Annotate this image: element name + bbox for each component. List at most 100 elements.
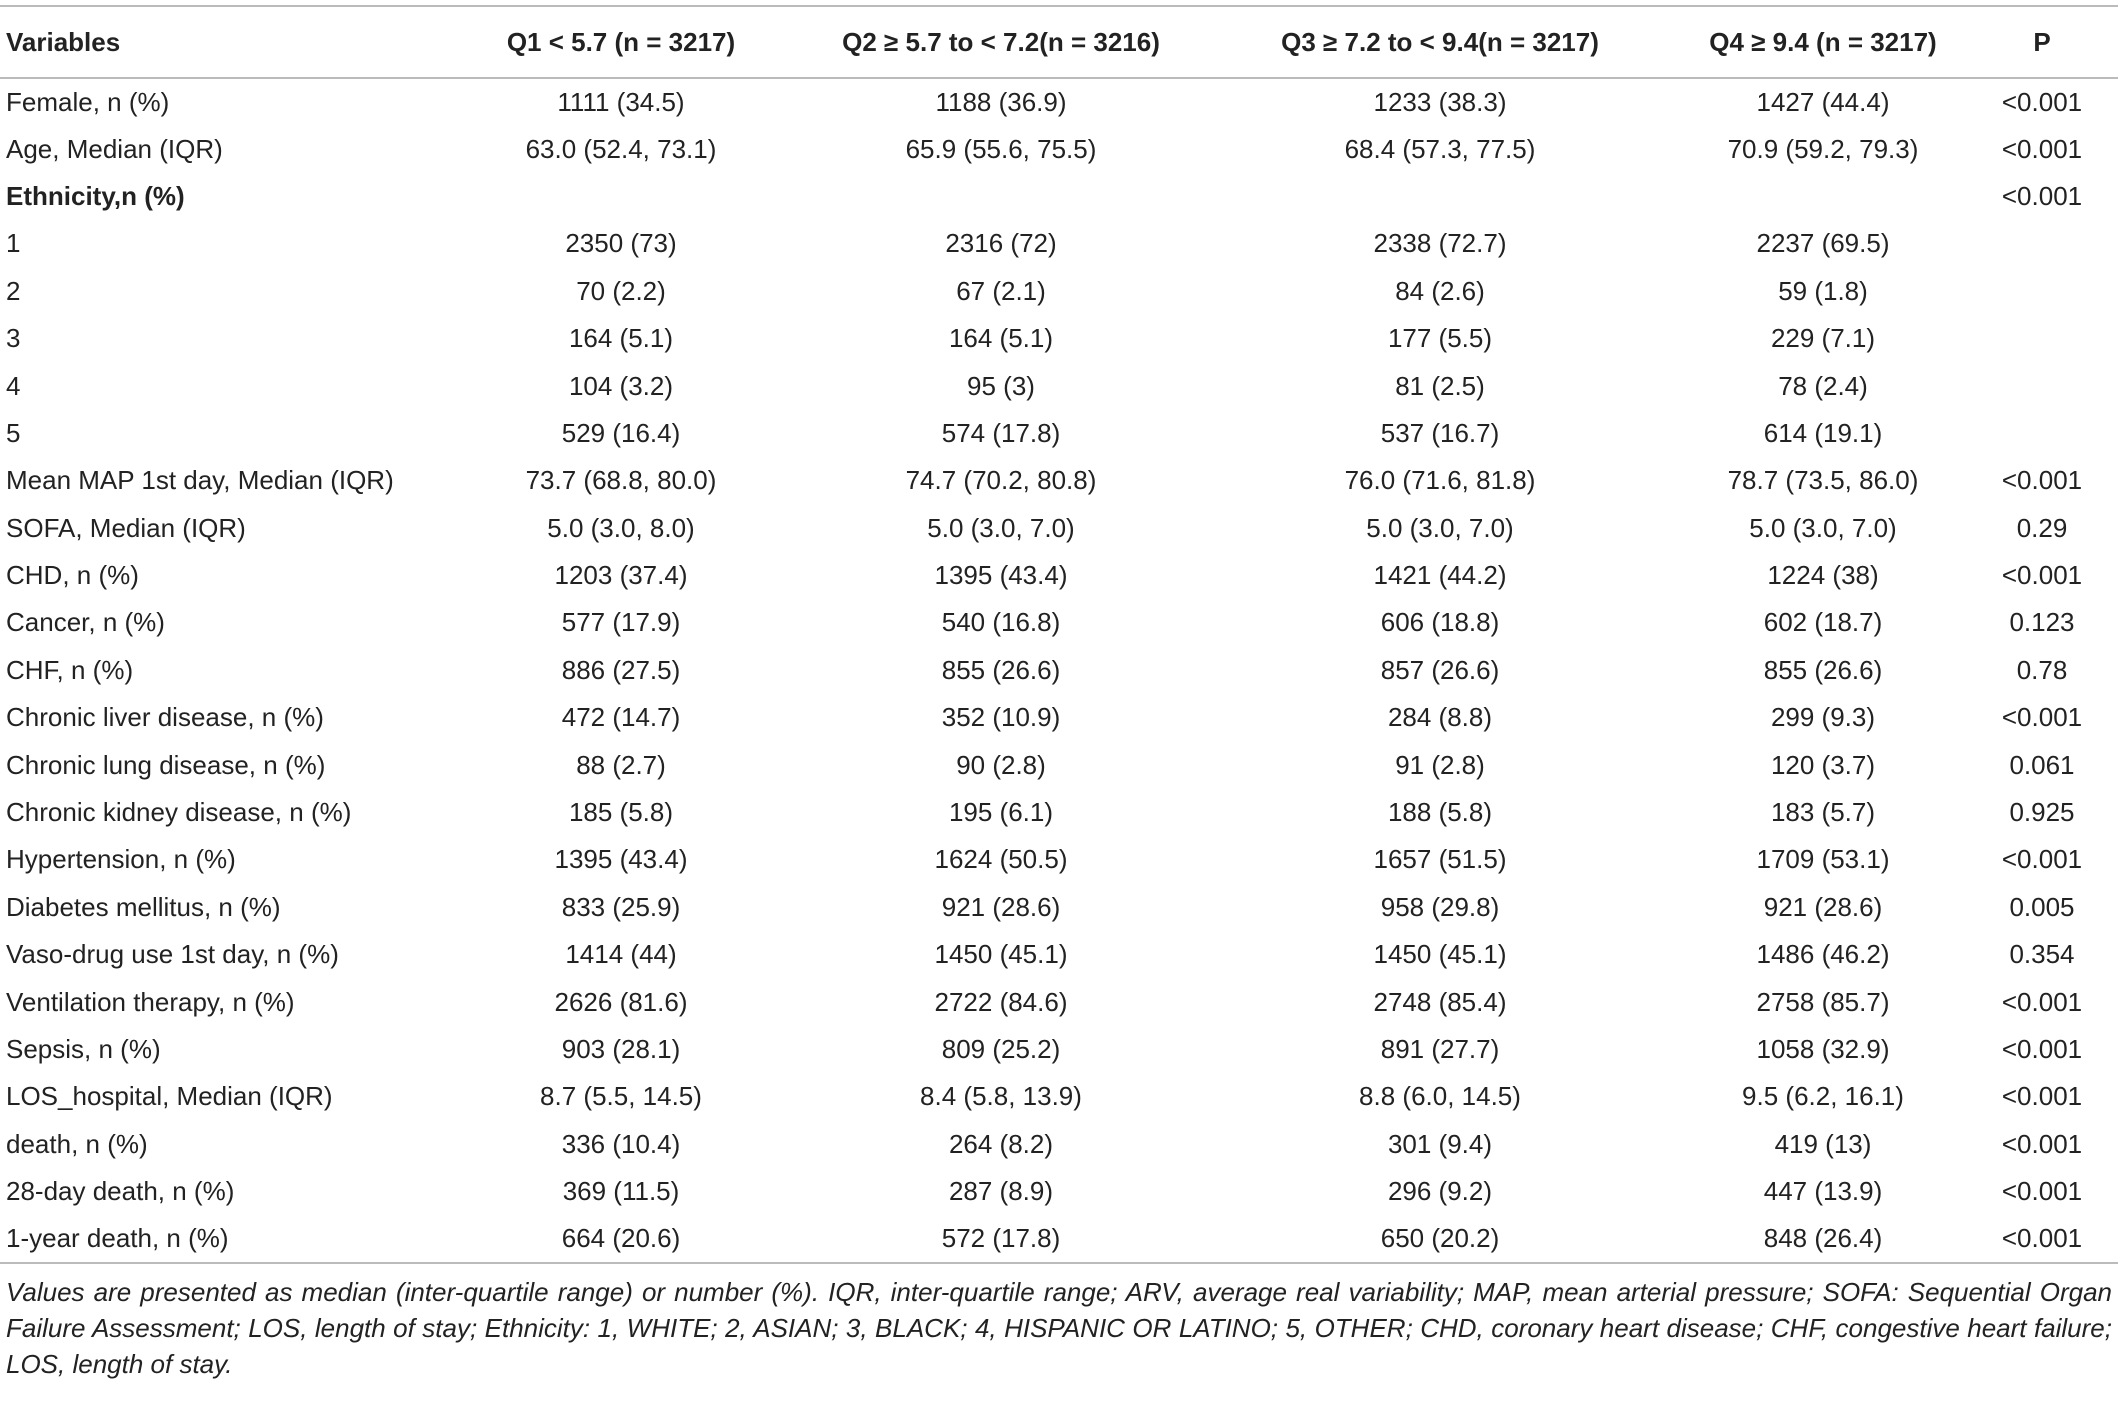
table-cell: 264 (8.2) — [948, 1128, 1054, 1159]
row-label: Sepsis, n (%) — [6, 1034, 161, 1064]
table-cell: 59 (1.8) — [1778, 275, 1868, 306]
row-label: CHD, n (%) — [6, 560, 139, 591]
table-row: 1 2350 (73) 2316 (72) 2338 (72.7) 2237 (69.5… — [0, 220, 2118, 267]
table-cell: <0.001 — [2001, 986, 2083, 1017]
table-cell: 74.7 (70.2, 80.8) — [905, 465, 1097, 496]
table-cell: 78 (2.4) — [1778, 370, 1868, 401]
table-cell: 572 (17.8) — [941, 1223, 1061, 1254]
table-cell: 1421 (44.2) — [1373, 560, 1507, 591]
row-label: Diabetes mellitus, n (%) — [6, 891, 281, 922]
table-cell: 0.925 — [2009, 797, 2075, 828]
table-cell: <0.001 — [2001, 86, 2083, 117]
table-cell — [802, 173, 1200, 220]
table-cell: 70.9 (59.2, 79.3) — [1727, 133, 1919, 164]
table-cell: 577 (17.9) — [561, 607, 681, 638]
table-row: LOS_hospital, Median (IQR) 8.7 (5.5, 14.5… — [0, 1073, 2118, 1120]
table-cell: 1450 (45.1) — [934, 939, 1068, 970]
table-cell: 1395 (43.4) — [934, 560, 1068, 591]
table-row: 3 164 (5.1) 164 (5.1) 177 (5.5) 229 (7.1) — [0, 315, 2118, 362]
table-row: CHF, n (%) 886 (27.5) 855 (26.6) 857 (26.6)… — [0, 647, 2118, 694]
table-cell: 809 (25.2) — [941, 1034, 1061, 1064]
table-cell: 0.78 — [2016, 654, 2068, 685]
table-cell: 177 (5.5) — [1387, 323, 1493, 354]
row-label: death, n (%) — [6, 1128, 148, 1159]
table-cell: 88 (2.7) — [576, 749, 666, 780]
row-label: 3 — [6, 323, 21, 354]
table-row: 4 104 (3.2) 95 (3) 81 (2.5) 78 (2.4) — [0, 362, 2118, 409]
table-cell: 419 (13) — [1774, 1128, 1872, 1159]
table-cell: 5.0 (3.0, 7.0) — [1366, 512, 1514, 543]
table-row: Vaso-drug use 1st day, n (%) 1414 (44) 145… — [0, 931, 2118, 978]
table-cell: 0.061 — [2009, 749, 2075, 780]
table-cell: 472 (14.7) — [561, 702, 681, 733]
table-cell: 78.7 (73.5, 86.0) — [1727, 465, 1919, 496]
table-cell: 183 (5.7) — [1770, 797, 1876, 828]
header-cell: Q4 ≥ 9.4 (n = 3217) — [1709, 26, 1937, 57]
table-cell: 650 (20.2) — [1380, 1223, 1500, 1254]
table-cell: 0.123 — [2009, 607, 2075, 638]
table-cell — [1966, 220, 2118, 267]
table-cell: 299 (9.3) — [1770, 702, 1876, 733]
table-cell: 1427 (44.4) — [1756, 86, 1890, 117]
table-cell: 1395 (43.4) — [554, 844, 688, 875]
table-cell — [1966, 410, 2118, 457]
row-label: 1 — [6, 228, 21, 259]
table-row: Chronic kidney disease, n (%) 185 (5.8) 19… — [0, 789, 2118, 836]
table-cell: <0.001 — [2001, 560, 2083, 591]
table-cell: 2626 (81.6) — [554, 986, 688, 1017]
table-body: Female, n (%) 1111 (34.5) 1188 (36.9) 1233 … — [0, 78, 2118, 1263]
table-row: CHD, n (%) 1203 (37.4) 1395 (43.4) 1421 (44… — [0, 552, 2118, 599]
table-cell — [1966, 268, 2118, 315]
header-cell: Q2 ≥ 5.7 to < 7.2(n = 3216) — [842, 26, 1160, 57]
table-cell: 602 (18.7) — [1763, 607, 1883, 638]
table-cell: 537 (16.7) — [1380, 417, 1500, 448]
table-cell: <0.001 — [2001, 1176, 2083, 1207]
table-cell: 2748 (85.4) — [1373, 986, 1507, 1017]
row-label: CHF, n (%) — [6, 654, 134, 685]
table-cell: 958 (29.8) — [1380, 891, 1500, 922]
table-cell: 2722 (84.6) — [934, 986, 1068, 1017]
row-label: Chronic liver disease, n (%) — [6, 702, 324, 733]
table-cell: 903 (28.1) — [561, 1034, 681, 1064]
row-label: 1-year death, n (%) — [6, 1223, 229, 1254]
table-cell: 1111 (34.5) — [557, 86, 685, 117]
table-cell: <0.001 — [2001, 702, 2083, 733]
header-cell: P — [2033, 26, 2051, 57]
table-row: Female, n (%) 1111 (34.5) 1188 (36.9) 1233 … — [0, 78, 2118, 125]
table-cell: 284 (8.8) — [1387, 702, 1493, 733]
row-label: Cancer, n (%) — [6, 607, 165, 638]
table-row: 5 529 (16.4) 574 (17.8) 537 (16.7) 614 (19.1… — [0, 410, 2118, 457]
table-row: Diabetes mellitus, n (%) 833 (25.9) 921 (2… — [0, 884, 2118, 931]
table-cell: 5.0 (3.0, 7.0) — [1749, 512, 1897, 543]
table-row: Ventilation therapy, n (%) 2626 (81.6) 272… — [0, 978, 2118, 1025]
table-row: 2 70 (2.2) 67 (2.1) 84 (2.6) 59 (1.8) — [0, 268, 2118, 315]
table-cell: 0.29 — [2016, 512, 2068, 543]
table-cell: 120 (3.7) — [1770, 749, 1876, 780]
table: Variables Q1 < 5.7 (n = 3217) Q2 ≥ 5.7 to … — [0, 5, 2118, 1264]
table-cell: 8.8 (6.0, 14.5) — [1359, 1081, 1521, 1112]
table-cell: 0.005 — [2009, 891, 2075, 922]
table-cell: 76.0 (71.6, 81.8) — [1344, 465, 1536, 496]
row-label: 2 — [6, 275, 21, 306]
table-cell: <0.001 — [2001, 844, 2083, 875]
table-cell: 296 (9.2) — [1387, 1176, 1493, 1207]
table-cell: 65.9 (55.6, 75.5) — [905, 133, 1097, 164]
table-row: SOFA, Median (IQR) 5.0 (3.0, 8.0) 5.0 (3.0… — [0, 505, 2118, 552]
table-cell: 369 (11.5) — [562, 1176, 680, 1207]
row-label: Vaso-drug use 1st day, n (%) — [6, 939, 339, 970]
table-container: Variables Q1 < 5.7 (n = 3217) Q2 ≥ 5.7 to … — [0, 5, 2118, 1382]
table-cell: 287 (8.9) — [948, 1176, 1054, 1207]
table-cell: 529 (16.4) — [561, 417, 681, 448]
header-cell: Q3 ≥ 7.2 to < 9.4(n = 3217) — [1281, 26, 1599, 57]
row-label: 4 — [6, 370, 21, 401]
table-cell: 614 (19.1) — [1763, 417, 1883, 448]
table-cell: 90 (2.8) — [956, 749, 1046, 780]
table-row: Age, Median (IQR) 63.0 (52.4, 73.1) 65.9 (… — [0, 125, 2118, 172]
table-cell: 1486 (46.2) — [1756, 939, 1890, 970]
table-cell: 5.0 (3.0, 8.0) — [547, 512, 695, 543]
row-label: 5 — [6, 417, 21, 448]
table-cell: 95 (3) — [967, 370, 1035, 401]
row-label: Age, Median (IQR) — [6, 133, 223, 164]
header-cell: Variables — [6, 26, 121, 57]
table-cell: 664 (20.6) — [561, 1223, 681, 1254]
